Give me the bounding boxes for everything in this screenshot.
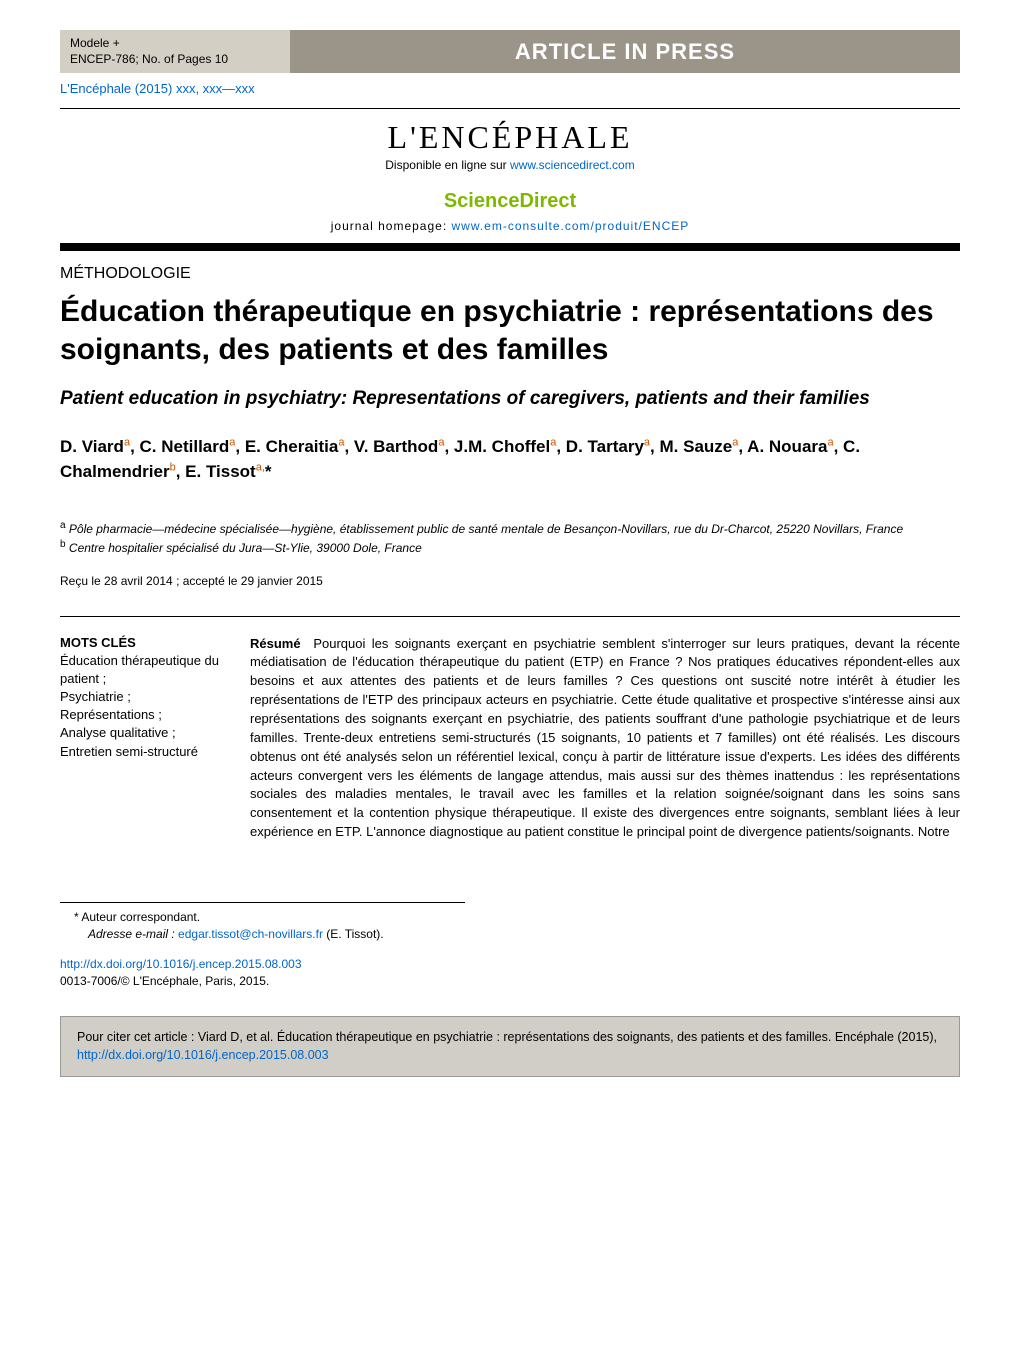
journal-logo: L'ENCÉPHALE (60, 119, 960, 156)
keywords-box: MOTS CLÉS Éducation thérapeutique du pat… (60, 617, 220, 842)
doi-link[interactable]: http://dx.doi.org/10.1016/j.encep.2015.0… (60, 957, 302, 971)
citation-box: Pour citer cet article : Viard D, et al.… (60, 1016, 960, 1077)
copyright-line: 0013-7006/© L'Encéphale, Paris, 2015. (60, 974, 269, 988)
sciencedirect-link[interactable]: www.sciencedirect.com (510, 158, 635, 172)
email-who: (E. Tissot). (326, 927, 383, 941)
journal-availability: Disponible en ligne sur www.sciencedirec… (60, 158, 960, 172)
homepage-prefix: journal homepage: (331, 219, 452, 233)
corresponding-author: * Auteur correspondant. (60, 909, 960, 926)
rule-top (60, 108, 960, 109)
affiliation-a: a Pôle pharmacie—médecine spécialisée—hy… (60, 519, 960, 538)
journal-block: L'ENCÉPHALE Disponible en ligne sur www.… (60, 119, 960, 233)
sciencedirect-logo: ScienceDirect (60, 190, 960, 213)
footnotes: * Auteur correspondant. Adresse e-mail :… (60, 909, 960, 943)
abstract-body: Pourquoi les soignants exerçant en psych… (250, 636, 960, 839)
press-model-box: Modele + ENCEP-786; No. of Pages 10 (60, 30, 290, 73)
affiliation-a-text: Pôle pharmacie—médecine spécialisée—hygi… (69, 522, 903, 536)
affiliation-b: b Centre hospitalier spécialisé du Jura—… (60, 538, 960, 557)
citation-doi-link[interactable]: http://dx.doi.org/10.1016/j.encep.2015.0… (77, 1048, 329, 1062)
article-title-fr: Éducation thérapeutique en psychiatrie :… (60, 293, 960, 368)
email-link[interactable]: edgar.tissot@ch-novillars.fr (178, 927, 323, 941)
section-type: MÉTHODOLOGIE (60, 265, 960, 283)
journal-homepage: journal homepage: www.em-consulte.com/pr… (60, 219, 960, 233)
in-press-header: Modele + ENCEP-786; No. of Pages 10 ARTI… (60, 30, 960, 73)
author-list: D. Viarda, C. Netillarda, E. Cheraitiaa,… (60, 434, 960, 485)
article-title-en: Patient education in psychiatry: Represe… (60, 386, 960, 412)
footnote-rule (60, 902, 465, 903)
corresponding-email-line: Adresse e-mail : edgar.tissot@ch-novilla… (60, 926, 960, 943)
abstract-text: Résumé Pourquoi les soignants exerçant e… (250, 635, 960, 842)
abstract-section: MOTS CLÉS Éducation thérapeutique du pat… (60, 616, 960, 842)
homepage-link[interactable]: www.em-consulte.com/produit/ENCEP (452, 219, 690, 233)
article-dates: Reçu le 28 avril 2014 ; accepté le 29 ja… (60, 574, 960, 588)
citation-top-link[interactable]: L'Encéphale (2015) xxx, xxx—xxx (60, 81, 255, 96)
header-black-bar (60, 243, 960, 251)
available-prefix: Disponible en ligne sur (385, 158, 510, 172)
citation-text: Pour citer cet article : Viard D, et al.… (77, 1030, 937, 1044)
affiliation-b-text: Centre hospitalier spécialisé du Jura—St… (69, 541, 422, 555)
keywords-heading: MOTS CLÉS (60, 635, 220, 650)
press-ref-line: ENCEP-786; No. of Pages 10 (70, 52, 280, 68)
citation-top[interactable]: L'Encéphale (2015) xxx, xxx—xxx (60, 81, 960, 96)
email-label: Adresse e-mail : (88, 927, 175, 941)
keywords-list: Éducation thérapeutique du patient ; Psy… (60, 652, 220, 761)
abstract-lead: Résumé (250, 636, 301, 651)
press-model-line: Modele + (70, 36, 280, 52)
abstract-column: Résumé Pourquoi les soignants exerçant e… (250, 616, 960, 842)
press-banner: ARTICLE IN PRESS (290, 30, 960, 73)
affiliations: a Pôle pharmacie—médecine spécialisée—hy… (60, 519, 960, 558)
doi-block: http://dx.doi.org/10.1016/j.encep.2015.0… (60, 956, 960, 990)
